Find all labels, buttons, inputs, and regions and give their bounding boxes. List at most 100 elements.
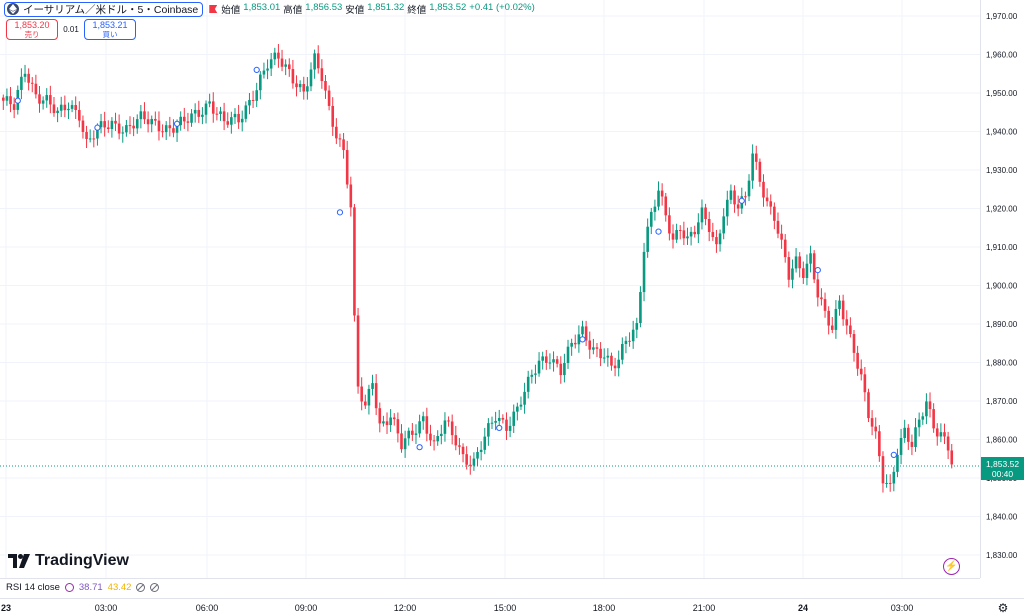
candle-body	[671, 233, 675, 240]
chart-pane[interactable]: イーサリアム／米ドル・5・Coinbase 始値 1,853.01 高値 1,856…	[0, 0, 980, 578]
candle-body	[711, 232, 715, 238]
candle-body	[907, 427, 910, 442]
lightning-icon[interactable]: ⚡	[943, 558, 960, 575]
candle-body	[30, 82, 34, 84]
candle-body	[345, 150, 349, 185]
time-tick-label: 21:00	[692, 603, 716, 613]
candle	[787, 251, 791, 288]
candle	[530, 369, 534, 384]
candle	[291, 59, 295, 89]
candle	[49, 85, 52, 114]
time-axis[interactable]: 23 03:00 06:00 09:00 12:00 15:00 18:00 21:00 24 0…	[0, 598, 1024, 616]
candle	[201, 107, 204, 125]
candle-body	[150, 118, 154, 125]
candle	[468, 455, 472, 475]
flag-icon[interactable]	[209, 5, 218, 13]
price-tick-label: 1,930.00	[986, 166, 1018, 175]
candlestick-chart[interactable]	[0, 0, 980, 578]
candle-body	[114, 120, 117, 124]
candle	[649, 207, 653, 235]
candle-body	[52, 104, 56, 114]
candle-body	[233, 113, 237, 118]
candle	[320, 59, 324, 89]
candle-body	[103, 121, 106, 128]
candle	[20, 68, 23, 100]
price-tick-label: 1,970.00	[986, 12, 1018, 21]
candle-body	[657, 190, 660, 207]
candle	[668, 207, 671, 241]
tradingview-logo[interactable]: TradingView	[8, 552, 129, 570]
candle-body	[859, 368, 863, 375]
candle	[595, 342, 599, 358]
candle	[610, 352, 613, 371]
candle-body	[414, 433, 418, 435]
hidden-icon[interactable]	[136, 583, 146, 592]
price-tick-label: 1,940.00	[986, 128, 1018, 137]
event-marker[interactable]	[579, 336, 586, 343]
candle-body	[878, 431, 881, 457]
buy-button[interactable]: 1,853.21 買い	[84, 19, 136, 40]
gear-icon[interactable]: ⚙	[997, 601, 1009, 615]
candle-body	[675, 230, 678, 240]
event-marker[interactable]	[14, 97, 21, 104]
candle	[762, 174, 765, 207]
candle	[827, 306, 830, 335]
candle-body	[917, 419, 921, 428]
candle-body	[563, 363, 566, 376]
candle	[114, 112, 117, 131]
candle-body	[356, 315, 360, 387]
event-marker[interactable]	[416, 444, 423, 451]
price-axis[interactable]: 1,970.00 1,960.00 1,950.00 1,940.00 1,930.00…	[980, 0, 1024, 578]
candle-body	[197, 109, 201, 117]
candle	[70, 100, 74, 113]
candle	[461, 443, 465, 463]
hidden-icon[interactable]	[150, 583, 160, 592]
candle	[88, 129, 92, 143]
candle-body	[802, 268, 805, 278]
candle-body	[885, 482, 888, 484]
candle	[526, 370, 530, 399]
event-marker[interactable]	[94, 124, 101, 131]
event-marker[interactable]	[336, 209, 344, 216]
candle	[168, 116, 172, 137]
candle-body	[135, 119, 139, 129]
candle	[751, 144, 754, 189]
candle	[534, 364, 537, 384]
candle-body	[559, 363, 563, 376]
event-marker[interactable]	[496, 424, 503, 432]
price-tick-label: 1,880.00	[986, 359, 1018, 368]
candle-body	[248, 99, 251, 106]
candle-body	[41, 100, 45, 104]
candle	[693, 225, 697, 238]
candle	[443, 412, 447, 442]
rsi-pane[interactable]: RSI 14 close 38.71 43.42	[0, 578, 980, 598]
event-marker[interactable]	[253, 66, 260, 74]
candle-body	[776, 220, 780, 234]
candle-body	[935, 428, 939, 437]
high-label: 高値	[283, 5, 303, 16]
candle	[179, 111, 182, 131]
event-marker[interactable]	[173, 120, 181, 127]
symbol-selector[interactable]: イーサリアム／米ドル・5・Coinbase	[4, 1, 204, 17]
candle-body	[631, 329, 635, 342]
candle-body	[78, 110, 81, 121]
candle-body	[244, 105, 248, 119]
candle-body	[668, 215, 671, 234]
candle-body	[512, 411, 516, 426]
candle-body	[320, 68, 324, 82]
candle-body	[240, 118, 244, 123]
candle	[400, 424, 403, 453]
event-marker[interactable]	[655, 228, 662, 235]
candle-body	[190, 113, 193, 123]
candle-body	[407, 430, 411, 439]
event-marker[interactable]	[890, 451, 897, 458]
candle	[859, 359, 863, 381]
event-marker[interactable]	[738, 197, 745, 204]
rsi-title[interactable]: RSI 14 close	[6, 582, 60, 593]
sell-button[interactable]: 1,853.20 売り	[6, 19, 58, 40]
candle-body	[798, 256, 801, 269]
event-marker[interactable]	[814, 267, 821, 274]
candle-body	[932, 409, 935, 429]
candle-body	[881, 456, 885, 484]
candle-body	[219, 111, 222, 114]
